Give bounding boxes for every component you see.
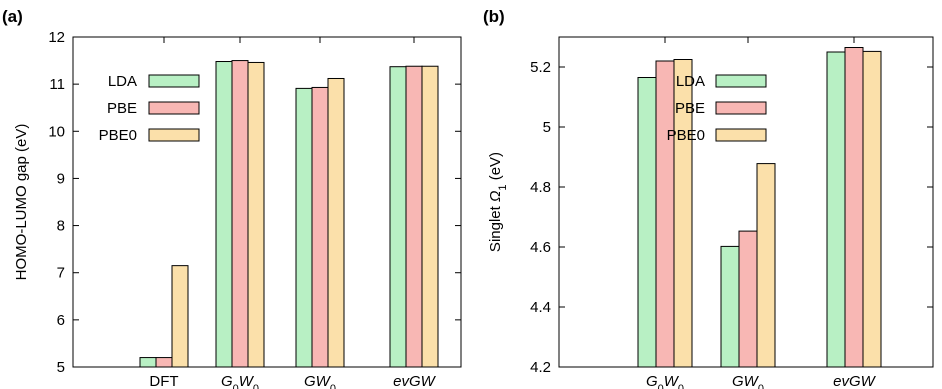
legend-swatch-lda	[148, 74, 200, 88]
x-category-label: GW0	[732, 373, 764, 389]
legend-label-pbe: PBE	[107, 100, 137, 117]
legend-swatch-pbe0	[715, 128, 767, 142]
y-axis-title: HOMO-LUMO gap (eV)	[13, 124, 30, 281]
legend-label-pbe0: PBE0	[667, 127, 705, 144]
legend-label-lda: LDA	[676, 73, 705, 90]
x-category-label: DFT	[149, 373, 178, 389]
chart-panel-b: (b) 4.2 4.4 4.6 4.8 5 5.2 G0W0 GW0 evGW Singlet Ω1…	[483, 7, 934, 389]
y-axis-title: Singlet Ω1 (eV)	[487, 152, 509, 252]
y-tick-label: 4.6	[530, 239, 551, 256]
y-tick-label: 4.2	[530, 359, 551, 376]
y-tick-label: 5	[57, 359, 65, 376]
legend: LDA PBE PBE0	[99, 73, 200, 144]
y-tick-label: 11	[49, 76, 65, 93]
bar-lda-gw0	[720, 245, 740, 368]
legend-swatch-lda	[715, 74, 767, 88]
y-tick-label: 9	[57, 170, 65, 187]
legend-swatch-pbe	[715, 101, 767, 115]
x-category-label: G0W0	[646, 373, 684, 389]
x-category-label: evGW	[393, 373, 437, 389]
legend-swatch-pbe	[148, 101, 200, 115]
x-category-label: G0W0	[221, 373, 259, 389]
chart-panel-a: (a) 5 6 7 8 9 10 11 12 DFT G0W0 GW0 evGW HOMO-LUMO ga…	[2, 7, 462, 389]
y-tick-label: 7	[57, 265, 65, 282]
bar-pbe-dft	[155, 357, 173, 368]
bar-lda-g0w0	[215, 61, 233, 368]
bar-pbe-gw0	[738, 230, 758, 368]
legend-label-pbe: PBE	[675, 100, 705, 117]
bar-lda-evgw	[826, 51, 846, 368]
bar-lda-g0w0	[637, 77, 657, 368]
y-tick-label: 6	[57, 312, 65, 329]
bar-pbe0-gw0	[756, 163, 776, 368]
bar-pbe-g0w0	[231, 60, 249, 368]
bar-lda-gw0	[295, 87, 313, 368]
bar-pbe-g0w0	[655, 60, 675, 368]
y-tick-label: 8	[57, 218, 65, 235]
y-tick-label: 4.4	[530, 299, 551, 316]
bar-lda-evgw	[389, 66, 407, 368]
bar-pbe-evgw	[844, 47, 864, 368]
y-tick-label: 4.8	[530, 179, 551, 196]
y-tick-label: 5	[543, 119, 551, 136]
bar-pbe0-gw0	[327, 77, 345, 368]
legend-label-lda: LDA	[108, 73, 137, 90]
panel-label: (a)	[2, 7, 23, 26]
plot-frame	[72, 36, 462, 368]
legend: LDA PBE PBE0	[667, 73, 767, 144]
y-tick-label: 12	[48, 29, 65, 46]
bar-pbe-evgw	[405, 65, 423, 368]
plot-frame	[558, 36, 934, 368]
bar-pbe0-evgw	[421, 65, 439, 368]
bar-pbe-gw0	[311, 86, 329, 368]
bar-pbe0-dft	[171, 265, 189, 368]
bar-pbe0-g0w0	[247, 61, 265, 368]
x-category-label: GW0	[304, 373, 336, 389]
bar-pbe0-evgw	[862, 50, 882, 368]
bar-lda-dft	[139, 357, 157, 368]
legend-swatch-pbe0	[148, 128, 200, 142]
y-tick-label: 10	[48, 123, 65, 140]
legend-label-pbe0: PBE0	[99, 127, 137, 144]
panel-label: (b)	[483, 7, 505, 26]
y-tick-label: 5.2	[530, 59, 551, 76]
x-category-label: evGW	[833, 373, 877, 389]
